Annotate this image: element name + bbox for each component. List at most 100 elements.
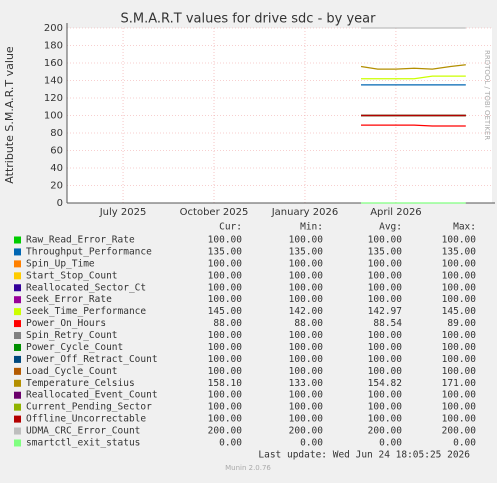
y-tick-label: 180 [44,41,63,52]
y-tick-label: 0 [57,198,63,209]
y-axis-label: Attribute S.M.A.R.T value [3,46,16,184]
legend-label: Power_Off_Retract_Count [26,354,158,365]
legend-stat: 100.00 [289,235,324,246]
legend-swatch [14,403,21,411]
legend-label: Power_Cycle_Count [26,342,123,353]
legend-label: Current_Pending_Sector [26,402,152,413]
legend-label: Reallocated_Event_Count [26,390,158,401]
legend-stat: 100.00 [208,390,243,401]
legend-stat: 100.00 [442,235,477,246]
legend-stat: 100.00 [289,294,324,305]
legend-stat: 100.00 [368,258,403,269]
y-tick-label: 120 [44,93,63,104]
series-line [361,75,466,80]
legend-stat: 100.00 [289,354,324,365]
y-tick-label: 60 [50,146,63,157]
legend-swatch [14,272,21,280]
legend-stat: 100.00 [442,354,477,365]
legend-stat: 100.00 [368,390,403,401]
x-tick-label: October 2025 [180,207,249,218]
legend-stat: 100.00 [442,402,477,413]
legend-stat: 100.00 [208,258,243,269]
legend-stat: 100.00 [442,330,477,341]
legend-swatch [14,284,21,292]
footer: Last update: Wed Jun 24 18:05:25 2026 [258,450,470,461]
legend-stat: 100.00 [442,342,477,353]
legend-stat: 100.00 [289,270,324,281]
legend-stat: 0.00 [219,437,242,448]
y-tick-label: 40 [50,163,63,174]
legend-stat: 100.00 [289,330,324,341]
y-tick-label: 140 [44,76,63,87]
legend-stat: 100.00 [208,402,243,413]
legend-stat: 135.00 [208,246,243,257]
x-tick-label: January 2026 [271,207,339,218]
y-tick-label: 200 [44,23,63,34]
legend-label: Reallocated_Sector_Ct [26,282,146,293]
x-tick-label: April 2026 [370,207,421,218]
y-tick-label: 80 [50,128,63,139]
legend-stat: 158.10 [208,378,243,389]
legend-stat: 88.00 [294,318,323,329]
legend-label: Raw_Read_Error_Rate [26,235,135,246]
legend-label: Offline_Uncorrectable [26,414,146,425]
legend-swatch [14,332,21,340]
legend-stat: 0.00 [300,437,323,448]
legend-stat: 100.00 [368,330,403,341]
legend-label: Spin_Retry_Count [26,330,118,341]
legend-swatch [14,427,21,435]
legend-label: Spin_Up_Time [26,258,95,269]
legend-stat: 100.00 [368,366,403,377]
legend-header: Min: [300,222,323,233]
legend-stat: 133.00 [289,378,324,389]
legend-stat: 100.00 [368,282,403,293]
legend-header: Max: [453,222,476,233]
legend-stat: 100.00 [289,258,324,269]
legend-stat: 100.00 [208,342,243,353]
chart-title: S.M.A.R.T values for drive sdc - by year [121,12,377,27]
legend-swatch [14,415,21,423]
legend-swatch [14,355,21,363]
legend-stat: 100.00 [442,294,477,305]
y-tick-label: 100 [44,111,63,122]
legend-stat: 100.00 [208,294,243,305]
y-tick-label: 20 [50,181,63,192]
legend-stat: 100.00 [208,330,243,341]
legend-stat: 100.00 [368,235,403,246]
legend-swatch [14,296,21,304]
legend-stat: 100.00 [208,282,243,293]
legend-stat: 145.00 [442,306,477,317]
legend-stat: 0.00 [453,437,476,448]
legend-stat: 100.00 [208,354,243,365]
series-line [360,64,466,70]
legend-label: Load_Cycle_Count [26,366,118,377]
legend-stat: 100.00 [289,402,324,413]
legend-label: Seek_Error_Rate [26,294,112,305]
legend-stat: 100.00 [289,414,324,425]
legend-stat: 135.00 [368,246,403,257]
side-text: RRDTOOL / TOBI OETIKER [483,50,491,140]
legend-label: UDMA_CRC_Error_Count [26,426,140,437]
legend-swatch [14,439,21,447]
legend-stat: 142.97 [368,306,402,317]
legend-stat: 100.00 [368,342,403,353]
legend-swatch [14,379,21,387]
legend-stat: 100.00 [208,270,243,281]
series-line [361,124,466,127]
legend-stat: 100.00 [368,402,403,413]
x-tick-label: July 2025 [99,207,147,218]
legend-swatch [14,320,21,328]
legend-stat: 100.00 [208,235,243,246]
legend-stat: 0.00 [379,437,402,448]
legend-stat: 100.00 [208,366,243,377]
legend-stat: 100.00 [442,390,477,401]
legend-swatch [14,248,21,256]
legend-stat: 88.00 [213,318,242,329]
legend-stat: 200.00 [289,426,324,437]
legend-stat: 100.00 [442,282,477,293]
legend-stat: 100.00 [442,366,477,377]
legend-stat: 200.00 [442,426,477,437]
legend-label: Throughput_Performance [26,246,152,257]
legend-stat: 100.00 [442,270,477,281]
legend-swatch [14,391,21,399]
